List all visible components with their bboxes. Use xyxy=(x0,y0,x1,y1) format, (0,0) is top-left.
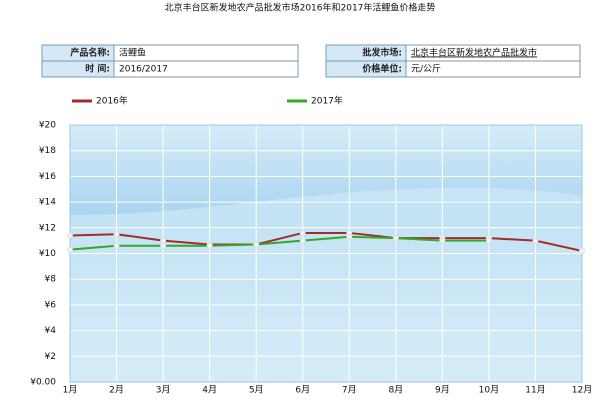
info-value-cell xyxy=(113,60,299,78)
data-point xyxy=(160,242,167,249)
data-point xyxy=(160,237,167,244)
x-tick-label: 9月 xyxy=(435,385,450,396)
x-tick-label: 6月 xyxy=(295,385,310,396)
data-point xyxy=(299,237,306,244)
y-tick-label: ¥12 xyxy=(39,223,56,233)
x-tick-label: 11月 xyxy=(525,385,545,396)
info-value: 活鲤鱼 xyxy=(119,47,146,59)
y-tick-label: ¥0.00 xyxy=(30,378,56,388)
data-point xyxy=(206,242,213,249)
series-line xyxy=(69,231,583,252)
info-value-cell xyxy=(405,60,581,78)
data-point xyxy=(392,235,399,242)
data-point xyxy=(67,232,73,239)
info-value: 2016/2017 xyxy=(119,65,168,75)
data-point xyxy=(346,233,353,240)
y-tick-label: ¥6 xyxy=(45,300,57,310)
data-point xyxy=(113,231,120,238)
data-point xyxy=(439,237,446,244)
info-label: 产品名称: xyxy=(70,47,110,59)
info-label: 时 间: xyxy=(85,63,110,75)
info-value: 元/公斤 xyxy=(411,64,441,75)
x-tick-label: 5月 xyxy=(249,385,264,396)
series-line xyxy=(69,235,489,251)
data-point xyxy=(532,237,539,244)
y-tick-label: ¥18 xyxy=(39,146,56,156)
x-tick-label: 3月 xyxy=(156,385,171,396)
x-tick-label: 8月 xyxy=(388,385,403,396)
data-point xyxy=(253,241,260,248)
y-tick-label: ¥14 xyxy=(39,198,56,208)
y-tick-label: ¥4 xyxy=(45,326,57,336)
chart-title: 北京丰台区新发地农产品批发市场2016年和2017年活鲤鱼价格走势 xyxy=(165,2,436,14)
y-tick-label: ¥8 xyxy=(45,275,57,285)
data-point xyxy=(579,247,585,254)
y-tick-label: ¥20 xyxy=(39,121,56,131)
x-tick-label: 10月 xyxy=(479,385,499,396)
legend-label: 2016年 xyxy=(96,95,128,107)
legend-label: 2017年 xyxy=(311,95,343,107)
y-tick-label: ¥10 xyxy=(39,249,56,259)
data-point xyxy=(485,237,492,244)
x-tick-label: 7月 xyxy=(342,385,357,396)
plot-wave xyxy=(70,187,582,382)
data-point xyxy=(113,242,120,249)
info-value: 北京丰台区新发地农产品批发市 xyxy=(411,47,537,59)
info-label: 价格单位: xyxy=(362,63,402,75)
data-point xyxy=(67,246,73,253)
info-label: 批发市场: xyxy=(362,47,402,59)
data-point xyxy=(299,229,306,236)
y-tick-label: ¥2 xyxy=(45,352,56,362)
x-tick-label: 12月 xyxy=(572,385,592,396)
x-tick-label: 1月 xyxy=(63,385,78,396)
x-tick-label: 4月 xyxy=(202,385,217,396)
y-tick-label: ¥16 xyxy=(39,172,56,182)
x-tick-label: 2月 xyxy=(109,385,124,396)
